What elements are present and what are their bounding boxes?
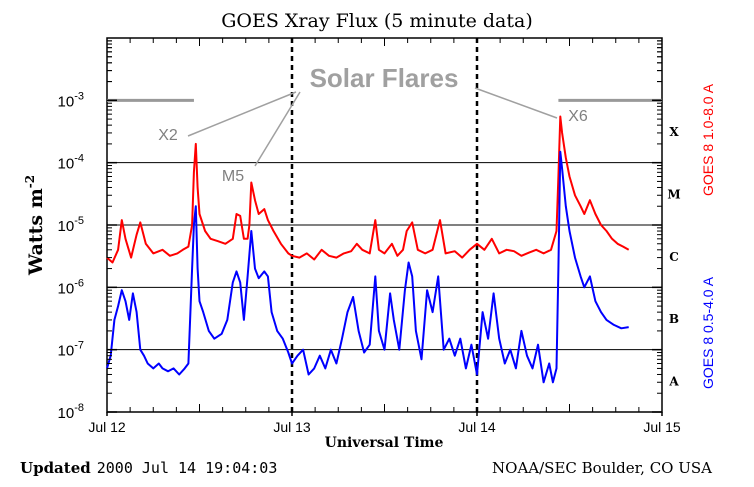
x-tick-label-3: Jul 15 xyxy=(643,419,681,435)
series-line-1 xyxy=(106,150,629,384)
flare-class-label-c: C xyxy=(669,250,679,264)
flare-label-m5: M5 xyxy=(222,168,244,185)
x-axis-label: Universal Time xyxy=(325,435,444,451)
y-axis-label: Watts m-2 xyxy=(23,175,47,276)
flare-class-label-x: X xyxy=(669,125,679,139)
y-tick-label-2: 10-6 xyxy=(58,277,84,297)
annotation-title: Solar Flares xyxy=(310,63,459,93)
flare-class-label-a: A xyxy=(668,375,679,389)
y-tick-label-3: 10-5 xyxy=(58,215,84,235)
tick-layer: 10-8 10-7 10-6 10-5 10-4 10-3 Jul 12 Jul 13 Jul … xyxy=(58,38,681,435)
annotation-layer: Solar Flares X2 M5 X6 xyxy=(158,63,588,185)
flare-label-x6: X6 xyxy=(568,108,588,125)
y-tick-label-1: 10-7 xyxy=(58,340,84,360)
y-tick-label-4: 10-4 xyxy=(58,153,84,173)
y-tick-label-0: 10-8 xyxy=(58,402,84,422)
x-tick-label-0: Jul 12 xyxy=(88,419,126,435)
flare-class-label-b: B xyxy=(669,312,679,326)
leader-x6 xyxy=(474,87,558,119)
x-tick-label-1: Jul 13 xyxy=(273,419,311,435)
grid-layer xyxy=(107,38,662,412)
series-line-0 xyxy=(106,115,630,264)
source-credit: NOAA/SEC Boulder, CO USA xyxy=(492,459,712,477)
flare-label-x2: X2 xyxy=(158,127,178,144)
series-layer xyxy=(106,115,630,384)
leader-m5 xyxy=(254,91,301,167)
updated-timestamp: Updated 2000 Jul 14 19:04:03 xyxy=(20,459,277,477)
y-tick-label-5: 10-3 xyxy=(58,90,84,110)
leader-x2 xyxy=(187,91,297,137)
chart-title: GOES Xray Flux (5 minute data) xyxy=(221,10,533,32)
series-label-short: GOES 8 0.5-4.0 A xyxy=(700,276,716,389)
x-tick-label-2: Jul 14 xyxy=(458,419,496,435)
flare-class-label-m: M xyxy=(667,188,680,202)
series-label-long: GOES 8 1.0-8.0 A xyxy=(700,83,716,196)
